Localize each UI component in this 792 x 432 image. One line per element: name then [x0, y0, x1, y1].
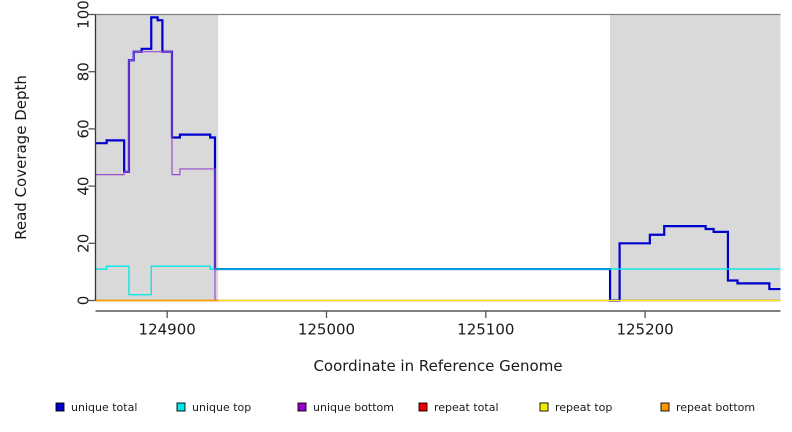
y-tick-label: 20: [75, 234, 93, 253]
legend-label-repeat-bottom: repeat bottom: [676, 401, 755, 414]
legend-swatch-unique-top: [176, 402, 186, 412]
x-tick-label: 125000: [298, 321, 355, 339]
x-axis: 124900 125000 125100 125200: [95, 310, 781, 339]
series-line-unique-top: [95, 265, 781, 296]
legend-swatch-repeat-bottom: [660, 402, 670, 412]
legend: unique total unique top unique bottom repea…: [55, 401, 755, 414]
y-tick-label: 60: [75, 119, 93, 138]
x-tick-label: 125200: [616, 321, 673, 339]
y-axis-title: Read Coverage Depth: [12, 75, 30, 240]
legend-swatch-unique-bottom: [297, 402, 307, 412]
legend-swatch-repeat-top: [539, 402, 549, 412]
axis-titles: Coordinate in Reference Genome Read Cover…: [12, 75, 563, 375]
shaded-region-1: [95, 14, 219, 301]
y-tick-label: 40: [75, 177, 93, 196]
shaded-regions: [95, 14, 781, 301]
legend-label-unique-total: unique total: [71, 401, 137, 414]
x-tick-label: 125100: [457, 321, 514, 339]
series-line-unique-bottom: [95, 51, 781, 302]
x-tick-label: 124900: [139, 321, 196, 339]
y-axis: 0 20 40 60 80 100: [75, 0, 97, 306]
legend-swatch-unique-total: [55, 402, 65, 412]
legend-label-unique-top: unique top: [192, 401, 251, 414]
legend-label-repeat-top: repeat top: [555, 401, 612, 414]
legend-swatch-repeat-total: [418, 402, 428, 412]
legend-label-unique-bottom: unique bottom: [313, 401, 394, 414]
y-tick-label: 100: [75, 0, 93, 29]
shaded-region-2: [610, 14, 781, 301]
y-tick-label: 0: [75, 296, 93, 306]
data-series-group: [95, 16, 781, 302]
x-axis-title: Coordinate in Reference Genome: [313, 357, 562, 375]
legend-label-repeat-total: repeat total: [434, 401, 499, 414]
y-tick-label: 80: [75, 62, 93, 81]
